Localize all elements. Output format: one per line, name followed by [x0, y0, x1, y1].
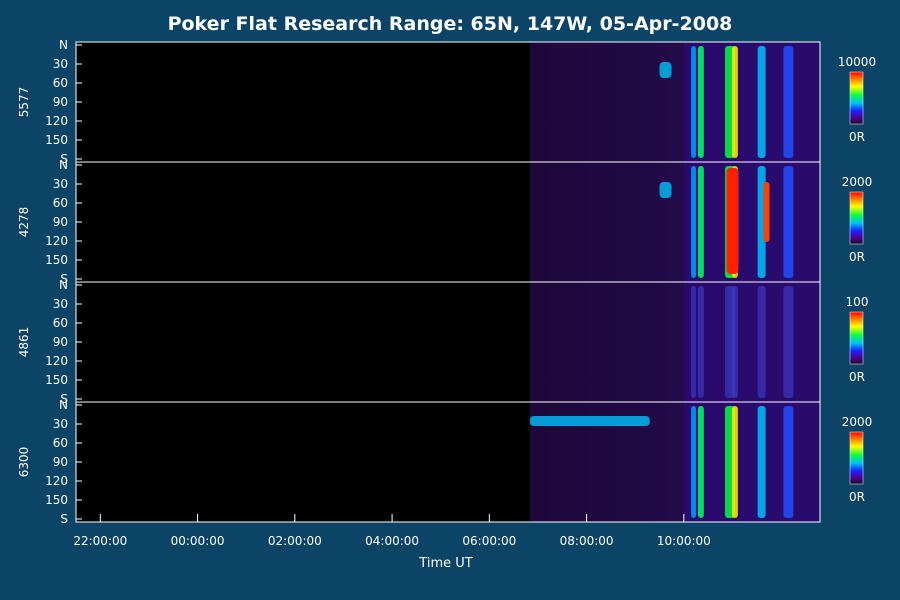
- y-tick-label: 60: [53, 76, 68, 90]
- aurora-band: [783, 286, 794, 398]
- aurora-band: [691, 46, 697, 158]
- colorbar-min-label: 0R: [849, 490, 865, 504]
- y-tick-label: N: [59, 158, 68, 172]
- aurora-core: [763, 182, 770, 242]
- aurora-band: [783, 46, 794, 158]
- x-tick-label: 22:00:00: [73, 534, 127, 548]
- y-tick-label: 30: [53, 417, 68, 431]
- y-tick-label: N: [59, 278, 68, 292]
- chart-title: Poker Flat Research Range: 65N, 147W, 05…: [168, 13, 733, 35]
- y-tick-label: S: [60, 152, 68, 166]
- aurora-band: [731, 46, 738, 158]
- panel-label: 5577: [17, 87, 31, 118]
- storm-region: [683, 282, 820, 402]
- colorbar: [849, 311, 864, 365]
- y-tick-label: 90: [53, 455, 68, 469]
- y-tick-label: 120: [45, 114, 68, 128]
- y-tick-label: N: [59, 38, 68, 52]
- panel-6300: N 30 60 90 120 150 S 6300 2000 0R: [17, 398, 872, 526]
- colorbar-min-label: 0R: [849, 370, 865, 384]
- aurora-arc: [659, 62, 672, 78]
- x-tick-label: 10:00:00: [657, 534, 711, 548]
- x-tick-label: 06:00:00: [462, 534, 516, 548]
- y-tick-label: 150: [45, 493, 68, 507]
- panel-4278: N 30 60 90 120 150 S 4278 2000 0R: [17, 158, 872, 286]
- y-tick-label: 30: [53, 297, 68, 311]
- y-tick-label: 60: [53, 436, 68, 450]
- aurora-band: [731, 406, 738, 518]
- y-tick-label: 120: [45, 234, 68, 248]
- panel-label: 4861: [17, 327, 31, 358]
- y-tick-label: 60: [53, 196, 68, 210]
- aurora-band: [783, 406, 794, 518]
- panel-label: 4278: [17, 207, 31, 238]
- y-tick-label: 30: [53, 177, 68, 191]
- colorbar-min-label: 0R: [849, 130, 865, 144]
- y-tick-label: 90: [53, 335, 68, 349]
- aurora-band: [757, 46, 766, 158]
- y-tick-label: S: [60, 512, 68, 526]
- storm-region: [683, 42, 820, 162]
- y-tick-label: S: [60, 392, 68, 406]
- aurora-arc: [529, 416, 650, 426]
- x-tick-label: 08:00:00: [560, 534, 614, 548]
- y-tick-label: 90: [53, 215, 68, 229]
- aurora-band: [691, 286, 697, 398]
- x-tick-label: 02:00:00: [268, 534, 322, 548]
- aurora-band: [697, 406, 704, 518]
- x-axis-label: Time UT: [418, 556, 472, 571]
- y-tick-label: 30: [53, 57, 68, 71]
- storm-region: [683, 162, 820, 282]
- colorbar-max-label: 2000: [842, 175, 873, 189]
- aurora-band: [697, 46, 704, 158]
- x-tick-label: 04:00:00: [365, 534, 419, 548]
- y-tick-label: S: [60, 272, 68, 286]
- colorbar: [849, 431, 864, 485]
- colorbar-min-label: 0R: [849, 250, 865, 264]
- colorbar-max-label: 100: [846, 295, 869, 309]
- colorbar: [849, 191, 864, 245]
- panel-4861: N 30 60 90 120 150 S 4861 100 0R: [17, 278, 868, 406]
- y-tick-label: 120: [45, 474, 68, 488]
- y-tick-label: 150: [45, 373, 68, 387]
- aurora-band: [697, 286, 704, 398]
- colorbar-max-label: 10000: [838, 55, 876, 69]
- aurora-band: [783, 166, 794, 278]
- panel-5577: N 30 60 90 120 150 S 5577 10000 0R: [17, 38, 876, 166]
- aurora-band: [691, 166, 697, 278]
- y-tick-label: 120: [45, 354, 68, 368]
- aurora-band: [731, 286, 738, 398]
- aurora-band: [691, 406, 697, 518]
- panel-label: 6300: [17, 447, 31, 478]
- aurora-band: [757, 406, 766, 518]
- storm-region: [683, 402, 820, 522]
- y-tick-label: 150: [45, 133, 68, 147]
- y-tick-label: 90: [53, 95, 68, 109]
- aurora-band: [757, 286, 766, 398]
- x-tick-label: 00:00:00: [171, 534, 225, 548]
- colorbar-max-label: 2000: [842, 415, 873, 429]
- aurora-band: [697, 166, 704, 278]
- y-tick-label: 60: [53, 316, 68, 330]
- aurora-core: [726, 168, 739, 274]
- y-tick-label: 150: [45, 253, 68, 267]
- y-tick-label: N: [59, 398, 68, 412]
- aurora-arc: [659, 182, 672, 198]
- colorbar: [849, 71, 864, 125]
